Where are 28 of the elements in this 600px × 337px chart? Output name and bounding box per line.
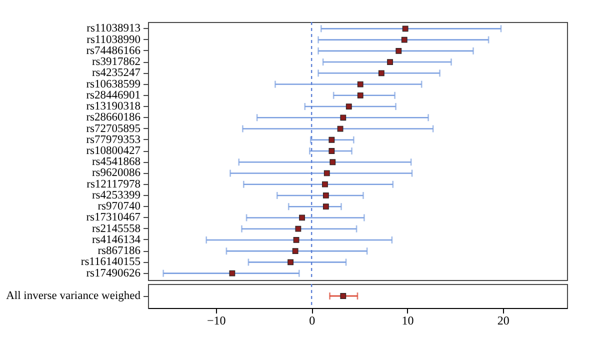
y-tick-label: rs11038990 [86, 34, 141, 46]
y-tick-label: rs4541868 [92, 156, 141, 168]
y-tick-label: rs72705895 [86, 122, 141, 135]
y-tick-label: rs11038913 [86, 22, 141, 35]
y-tick-label: rs17490626 [86, 267, 141, 280]
y-tick-label: rs4253399 [92, 189, 141, 202]
y-tick-label: rs4235247 [92, 67, 141, 80]
x-tick-label: −10 [207, 314, 226, 328]
y-tick-label: rs3917862 [92, 56, 141, 68]
y-tick-label: rs9620086 [92, 167, 141, 180]
y-tick-label: rs10800427 [86, 145, 141, 157]
y-tick-label: rs4146134 [92, 234, 141, 246]
y-tick-label: All inverse variance weighed [6, 290, 141, 302]
x-tick-label: 0 [309, 314, 316, 328]
y-tick-label: rs970740 [98, 200, 141, 213]
y-tick-label: rs17310467 [86, 212, 141, 224]
y-tick-label: rs10638599 [86, 78, 141, 90]
y-tick-label: rs13190318 [86, 100, 141, 113]
y-tick-label: rs28446901 [86, 89, 141, 102]
y-tick-label: rs77979353 [86, 134, 141, 146]
y-tick-label: rs28660186 [86, 112, 141, 124]
y-tick-label: rs2145558 [92, 222, 141, 235]
y-tick-label: rs12117978 [86, 178, 141, 190]
y-tick-label: rs116140155 [80, 256, 141, 268]
y-tick-label: rs867186 [98, 245, 141, 258]
x-tick-label: 20 [497, 314, 510, 328]
x-tick-label: 10 [402, 314, 414, 328]
y-tick-label: rs74486166 [86, 44, 141, 57]
